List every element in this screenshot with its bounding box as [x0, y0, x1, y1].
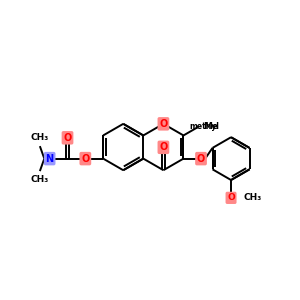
- Text: CH₃: CH₃: [244, 194, 262, 202]
- Text: CH₃: CH₃: [30, 133, 48, 142]
- Text: O: O: [227, 194, 235, 202]
- Text: O: O: [81, 154, 89, 164]
- Text: CH₃: CH₃: [30, 175, 48, 184]
- Text: N: N: [46, 154, 54, 164]
- Text: methyl: methyl: [189, 122, 219, 131]
- Text: O: O: [159, 142, 167, 152]
- Text: O: O: [159, 119, 167, 129]
- Text: Me: Me: [203, 122, 218, 131]
- Text: O: O: [197, 154, 205, 164]
- Text: O: O: [63, 133, 72, 143]
